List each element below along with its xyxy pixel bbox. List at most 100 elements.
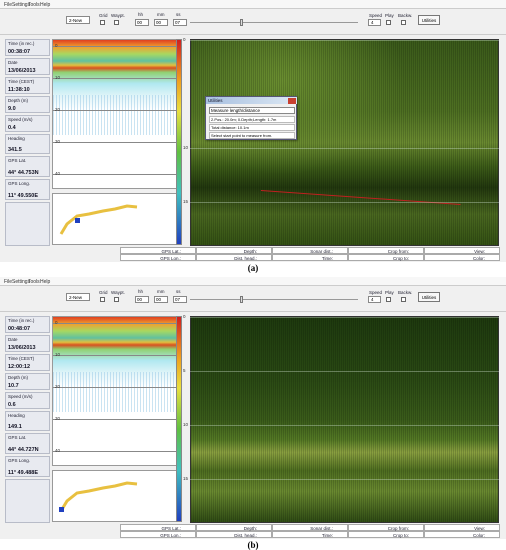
echogram-grid-line — [53, 174, 176, 175]
dialog-title: Utilities — [208, 98, 223, 103]
grid-label: Grid — [99, 13, 108, 18]
gps-track — [59, 204, 138, 235]
time-label: hh — [138, 12, 144, 17]
info-field: Time (CEST) 12:00:12 — [5, 354, 50, 371]
sonar-axis-label: 0 — [183, 37, 186, 42]
backw-checkbox[interactable] — [401, 20, 406, 25]
status-field: Depth: — [196, 247, 272, 254]
backw-checkbox[interactable] — [401, 297, 406, 302]
sonar-axis-label: 15 — [183, 199, 189, 204]
echogram-grid-line — [53, 110, 176, 111]
dialog-close[interactable] — [288, 97, 296, 104]
info-field: Time (CEST) 11:38:10 — [5, 77, 50, 94]
utilities-button[interactable]: Utilities — [418, 15, 440, 25]
time-label: mm — [157, 289, 165, 294]
status-label: Crop from: — [387, 248, 409, 254]
time-spinner[interactable]: 07 — [173, 296, 187, 303]
color-scale — [176, 39, 182, 245]
echogram-grid-line — [53, 387, 176, 388]
info-label: Heading — [8, 413, 25, 418]
menu-item[interactable]: File — [4, 278, 13, 285]
info-field: Date 13/06/2013 — [5, 58, 50, 75]
time-spinner[interactable]: 00 — [154, 296, 168, 303]
view-dropdown[interactable]: 2-New — [66, 16, 90, 24]
time-label: ss — [176, 289, 181, 294]
time-slider-thumb[interactable] — [240, 19, 243, 26]
echogram-grid-line — [53, 78, 176, 79]
echogram-axis-label: 0 — [55, 320, 58, 325]
menu-bar: File Settings Tools Help — [0, 277, 506, 286]
waypt-label: Waypt. — [111, 290, 125, 295]
time-slider-thumb[interactable] — [240, 296, 243, 303]
info-value: 12:00:12 — [8, 364, 31, 370]
sonar-axis-label: 5 — [183, 368, 186, 373]
panel-caption: (b) — [247, 540, 259, 550]
info-field: Depth (m) 10.7 — [5, 373, 50, 390]
status-field: Crop to: — [348, 531, 424, 538]
echogram: 0 10 20 30 40 — [52, 39, 177, 189]
status-label: GPS Lat.: — [161, 248, 181, 254]
info-value: 13/06/2013 — [8, 345, 36, 351]
echogram-axis-label: 0 — [55, 43, 58, 48]
screenshot-panel: File Settings Tools Help 2-New Grid Waypt. hh 00… — [0, 277, 506, 539]
sonar-image[interactable] — [190, 316, 499, 523]
info-label: Speed (m/s) — [8, 394, 33, 399]
play-checkbox[interactable] — [386, 297, 391, 302]
position-marker — [59, 507, 64, 512]
echogram-grid-line — [53, 451, 176, 452]
status-field: Time: — [272, 531, 348, 538]
grid-checkbox[interactable] — [100, 297, 105, 302]
sonar-image[interactable] — [190, 39, 499, 246]
info-field: Heading 341.5 — [5, 134, 50, 154]
echogram-axis-label: 40 — [55, 171, 61, 176]
play-checkbox[interactable] — [386, 20, 391, 25]
sonar-texture — [191, 317, 498, 522]
status-label: Depth: — [243, 525, 257, 531]
time-spinner[interactable]: 07 — [173, 19, 187, 26]
menu-item[interactable]: Tools — [28, 278, 40, 285]
echogram-noise — [53, 372, 176, 412]
echogram-axis-label: 20 — [55, 107, 61, 112]
info-field: Date 13/06/2013 — [5, 335, 50, 352]
info-value: 11:38:10 — [8, 87, 30, 93]
time-label: mm — [157, 12, 165, 17]
echogram-axis-label: 30 — [55, 416, 61, 421]
sonar-grid-line — [190, 148, 499, 149]
menu-item[interactable]: Help — [40, 1, 51, 8]
time-spinner[interactable]: 00 — [154, 19, 168, 26]
menu-item[interactable]: File — [4, 1, 13, 8]
mode-dropdown[interactable]: Measure length/distance — [209, 107, 295, 114]
sonar-grid-line — [190, 371, 499, 372]
time-spinner[interactable]: 00 — [135, 296, 149, 303]
time-spinner[interactable]: 00 — [135, 19, 149, 26]
play-label: Play — [385, 13, 394, 18]
speed-spinner[interactable]: 4 — [368, 19, 381, 26]
info-value: 44° 44.753N — [8, 170, 39, 176]
info-label: Time (CEST) — [8, 79, 35, 84]
sonar-grid-line — [190, 317, 499, 318]
info-value: 00:48:07 — [8, 326, 31, 332]
backw-label: Backw. — [398, 13, 413, 18]
info-value: 11° 49.488E — [8, 470, 39, 476]
status-field: GPS Lon.: — [120, 531, 196, 538]
waypt-checkbox[interactable] — [114, 20, 119, 25]
menu-item[interactable]: Settings — [12, 1, 31, 8]
speed-spinner[interactable]: 4 — [368, 296, 381, 303]
dialog-text: Total distance: 10.1m — [209, 124, 295, 131]
echogram-grid-line — [53, 355, 176, 356]
view-dropdown[interactable]: 2-New — [66, 293, 90, 301]
status-label: Time: — [321, 255, 333, 261]
status-label: View: — [474, 525, 485, 531]
menu-item[interactable]: Settings — [12, 278, 31, 285]
status-field: GPS Lat.: — [120, 524, 196, 531]
menu-item[interactable]: Tools — [28, 1, 40, 8]
menu-item[interactable]: Help — [40, 278, 51, 285]
info-value: 9.0 — [8, 106, 16, 112]
grid-checkbox[interactable] — [100, 20, 105, 25]
info-value: 0.6 — [8, 402, 16, 408]
track-minimap — [52, 193, 177, 245]
waypt-checkbox[interactable] — [114, 297, 119, 302]
utilities-button[interactable]: Utilities — [418, 292, 440, 302]
info-field: GPS Long. 11° 49.550E — [5, 179, 50, 200]
